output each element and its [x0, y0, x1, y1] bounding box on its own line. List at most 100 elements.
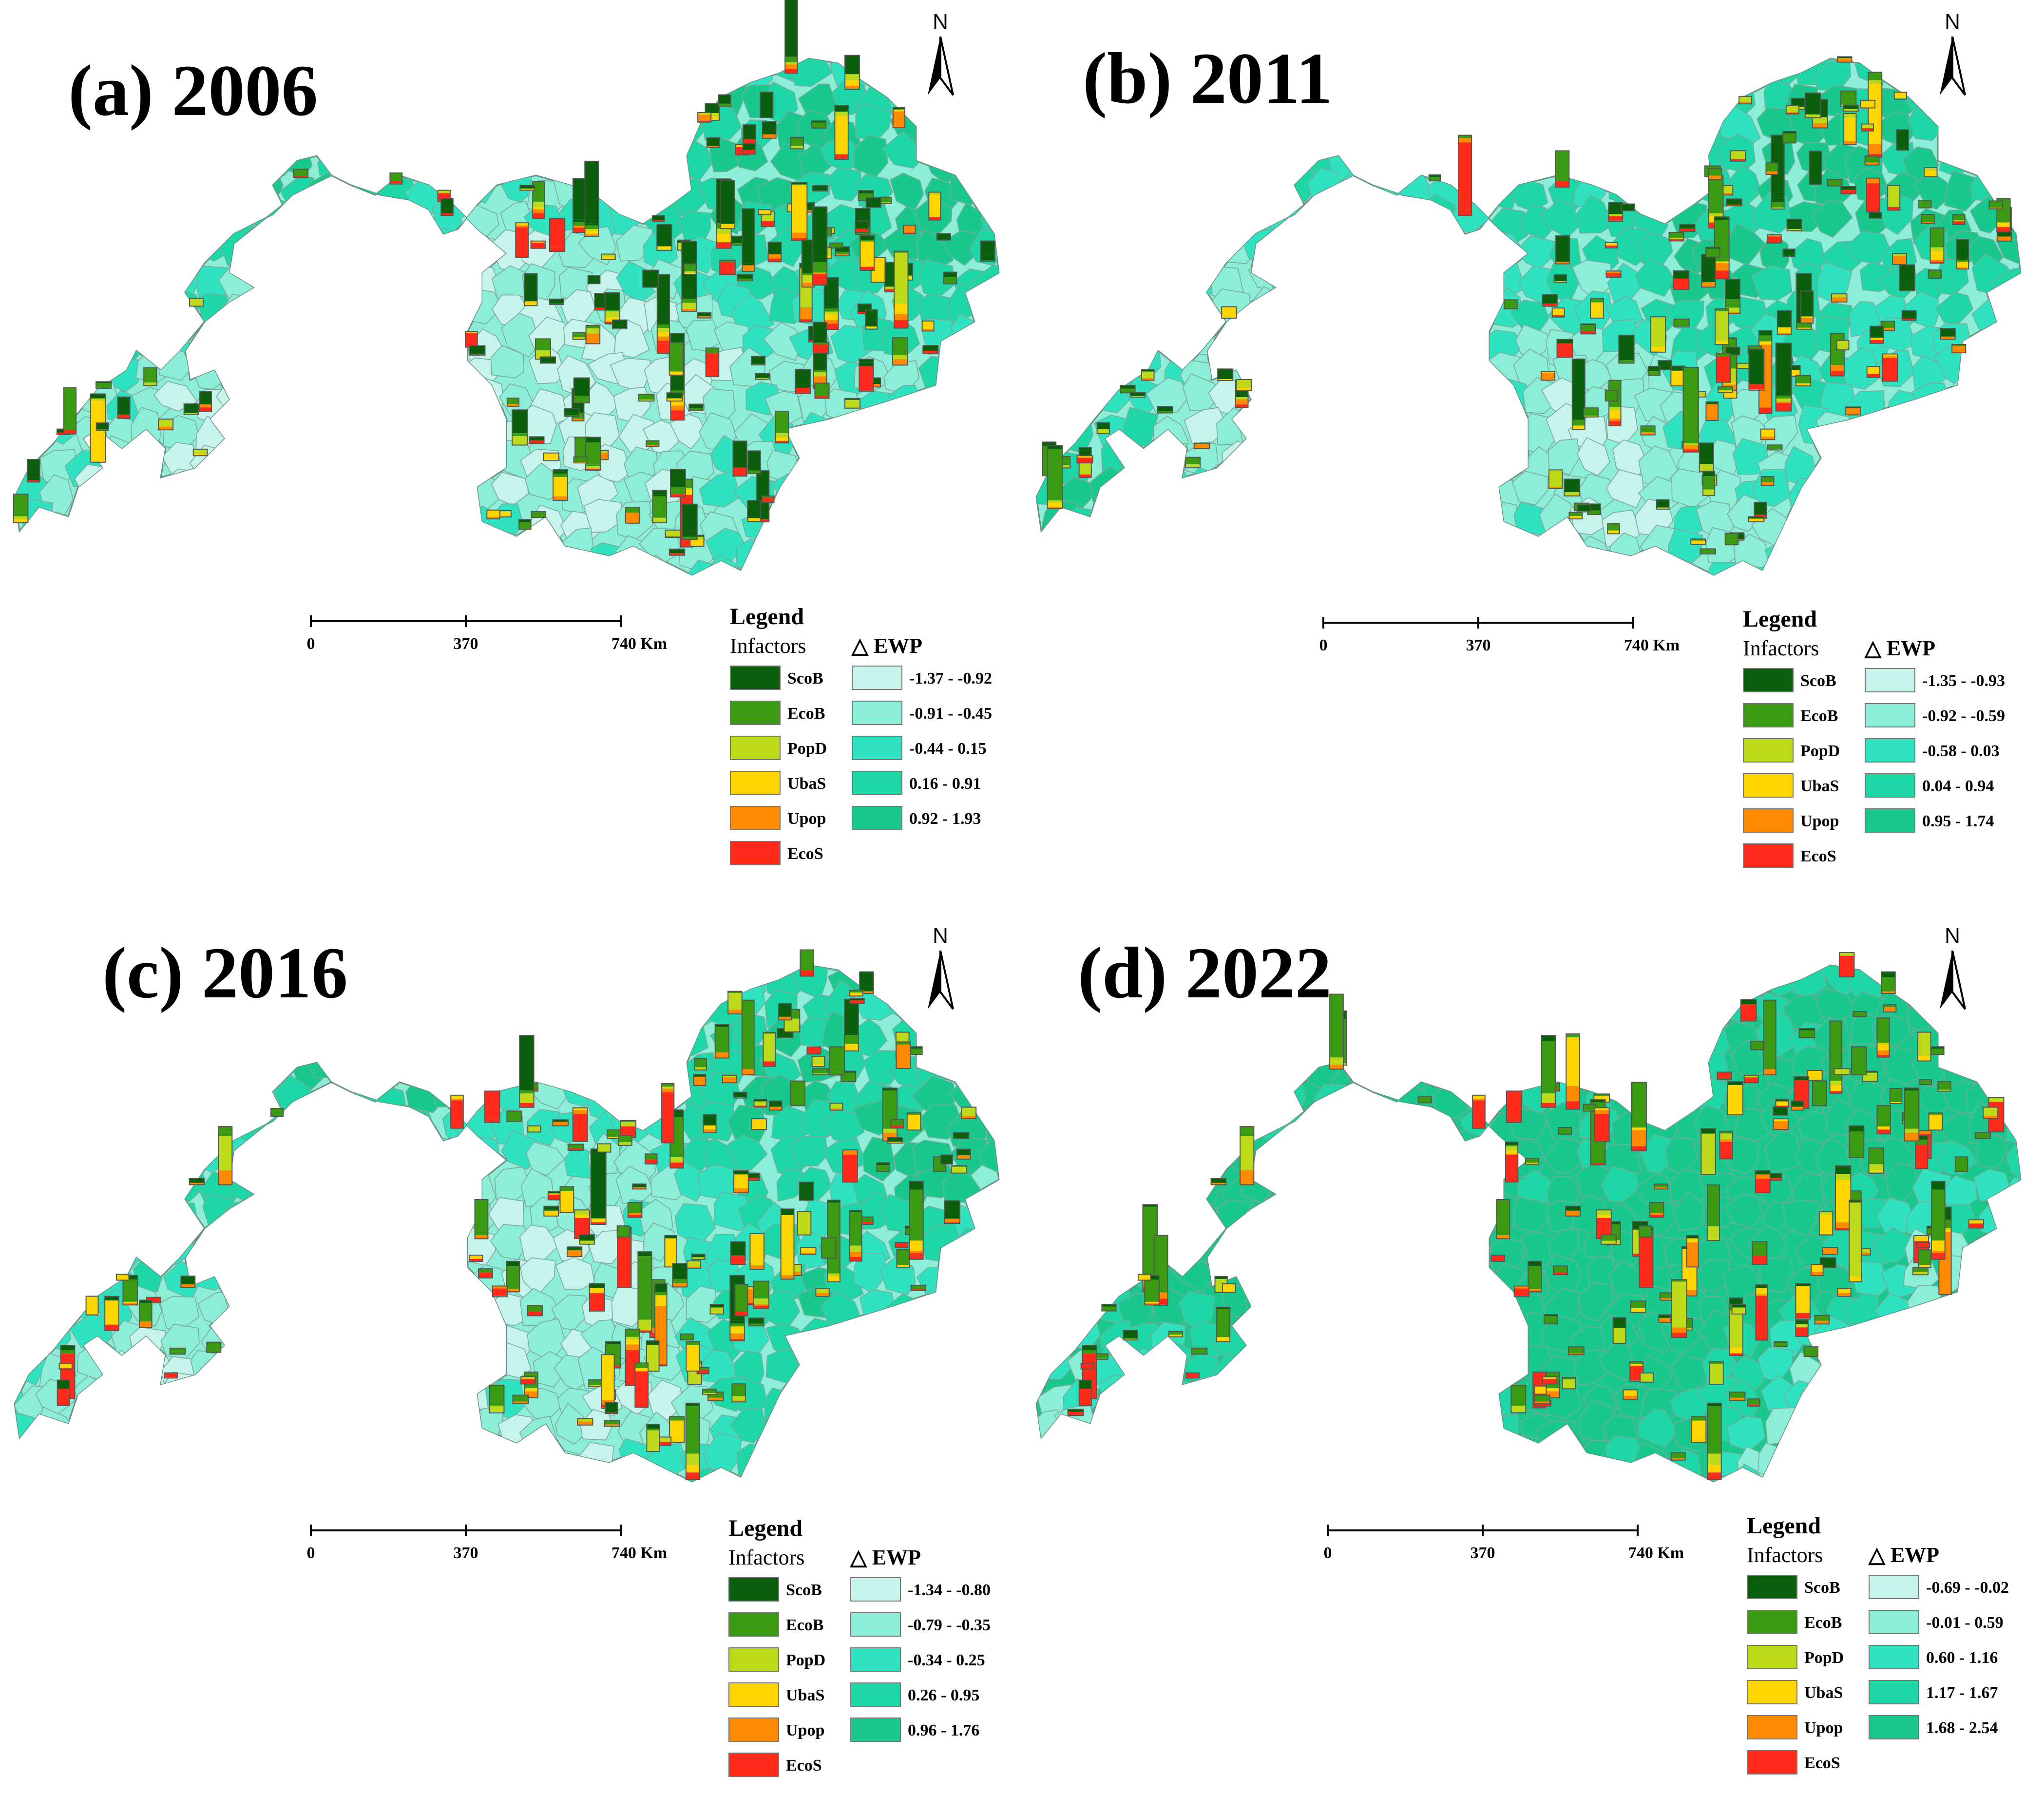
ewp-region — [1273, 564, 1318, 575]
factor-bar-segment — [849, 1000, 864, 1004]
ewp-region — [516, 58, 557, 59]
ewp-region — [1903, 1413, 1942, 1445]
factor-bar-segment — [1701, 282, 1716, 287]
ewp-region — [704, 965, 742, 994]
ewp-region — [155, 1448, 193, 1482]
ewp-region — [220, 1038, 260, 1079]
factor-bar-segment — [294, 169, 308, 176]
factor-bar-segment — [540, 362, 556, 363]
factor-bar-segment — [1716, 356, 1730, 382]
factor-bar — [26, 458, 40, 483]
ewp-region — [152, 1103, 191, 1141]
factor-bar-segment — [845, 77, 860, 80]
factor-bar — [632, 1183, 647, 1190]
factor-bar — [896, 1041, 911, 1069]
ewp-region — [1185, 1401, 1221, 1447]
ewp-region — [76, 1435, 116, 1473]
ewp-region — [1452, 406, 1485, 448]
factor-bar-segment — [1729, 1353, 1743, 1355]
ewp-region — [18, 354, 53, 396]
ewp-region — [471, 58, 508, 88]
factor-bar-segment — [116, 1274, 129, 1276]
ewp-region — [1241, 1021, 1277, 1059]
factor-bar-segment — [1556, 262, 1570, 264]
ewp-region — [170, 1054, 206, 1091]
factor-bar-segment — [573, 228, 585, 230]
ewp-region — [1119, 1388, 1162, 1423]
factor-bar-segment — [1725, 533, 1738, 544]
ewp-region — [1340, 261, 1374, 301]
factor-bar-segment — [90, 398, 106, 401]
factor-bar-segment — [524, 301, 537, 306]
factor-bar — [1853, 1011, 1867, 1017]
factor-bar-segment — [670, 487, 686, 490]
ewp-region — [432, 227, 464, 267]
ewp-region — [0, 257, 10, 297]
factor-bar-segment — [1975, 1132, 1991, 1138]
factor-bar-segment — [499, 512, 511, 517]
factor-bar-segment — [1727, 1085, 1743, 1115]
ewp-region — [1375, 1044, 1413, 1079]
factor-bar-segment — [662, 1088, 674, 1092]
ewp-region — [462, 1466, 504, 1482]
factor-bar — [1217, 368, 1234, 382]
ewp-region — [1433, 19, 1464, 54]
ewp-region — [1036, 1227, 1041, 1262]
factor-bar-segment — [628, 1202, 642, 1213]
factor-bar-segment — [506, 1261, 520, 1267]
ewp-region — [42, 1167, 77, 1210]
factor-bar-segment — [1143, 1271, 1158, 1275]
ewp-region — [1460, 1295, 1493, 1330]
ewp-region — [616, 1459, 653, 1482]
factor-bar — [693, 1073, 707, 1086]
factor-bar-segment — [1609, 407, 1621, 411]
ewp-region — [1450, 76, 1484, 115]
factor-bar-segment — [1217, 1337, 1230, 1342]
factor-bar — [1551, 307, 1565, 318]
factor-bar-segment — [1609, 421, 1621, 424]
factor-bar — [1236, 379, 1252, 391]
factor-bar-segment — [812, 278, 827, 280]
ewp-region — [293, 1014, 327, 1053]
factor-bar-segment — [1683, 443, 1699, 446]
factor-bar — [1076, 455, 1093, 464]
factor-bar-segment — [682, 536, 697, 540]
factor-bar-segment — [1827, 179, 1842, 185]
ewp-region — [1455, 319, 1492, 354]
legend-item-label: EcoS — [787, 845, 823, 863]
factor-bar-segment — [657, 343, 670, 347]
factor-bar-segment — [1868, 147, 1882, 149]
ewp-region — [1036, 352, 1066, 392]
factor-bar-segment — [1686, 1242, 1699, 1267]
factor-bar-segment — [849, 1257, 862, 1261]
ewp-region — [1450, 1346, 1491, 1390]
factor-bar-segment — [1783, 133, 1796, 143]
ewp-region — [1480, 80, 1517, 115]
ewp-region — [344, 312, 382, 353]
ewp-region — [878, 1352, 918, 1392]
factor-bar-segment — [90, 394, 106, 399]
ewp-region — [982, 451, 999, 485]
factor-bar-segment — [1835, 1165, 1851, 1168]
factor-bar-segment — [933, 1169, 946, 1172]
factor-bar — [1843, 104, 1859, 112]
factor-bar-segment — [1835, 1218, 1851, 1222]
factor-bar-segment — [923, 350, 938, 354]
factor-bar-segment — [1796, 1283, 1810, 1286]
ewp-region — [1639, 177, 1674, 217]
factor-bar-segment — [507, 404, 519, 407]
factor-bar-segment — [779, 1016, 791, 1020]
factor-bar — [1983, 1107, 1999, 1119]
factor-bar-segment — [573, 219, 585, 222]
legend-swatch — [852, 736, 902, 760]
ewp-region — [1937, 445, 1981, 481]
ewp-region — [1178, 171, 1214, 211]
ewp-region — [1336, 1231, 1376, 1274]
ewp-region — [314, 479, 355, 515]
factor-bar — [1968, 1219, 1984, 1229]
ewp-region — [1391, 198, 1434, 231]
factor-bar — [940, 1154, 953, 1165]
factor-bar-segment — [521, 1376, 535, 1379]
ewp-region — [1453, 389, 1495, 425]
factor-bar — [1417, 1096, 1432, 1104]
